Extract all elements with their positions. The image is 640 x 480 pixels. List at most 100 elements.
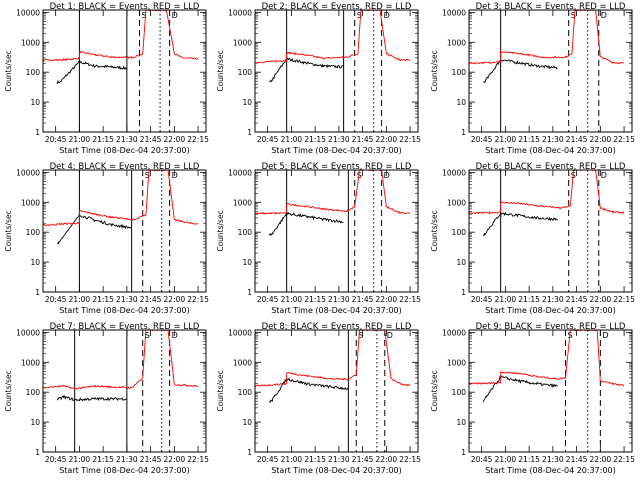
lld-series-line: [468, 169, 625, 215]
x-tick-label: 21:15: [304, 135, 326, 144]
x-axis-label: Start Time (08-Dec-04 20:37:00): [485, 466, 616, 475]
panel-title: Det 2; BLACK = Events, RED = LLD: [262, 2, 412, 12]
plot-frame: [254, 329, 419, 453]
plot-frame: [468, 169, 633, 293]
lld-series-line: [254, 9, 411, 64]
y-tick-label: 1000: [233, 38, 252, 47]
y-tick-label: 10: [30, 418, 40, 427]
marker-label: D: [602, 331, 608, 340]
x-axis-label: Start Time (08-Dec-04 20:37:00): [59, 306, 190, 315]
detector-panel-5: Det 5; BLACK = Events, RED = LLD Counts/s…: [216, 162, 421, 315]
x-axis-label: Start Time (08-Dec-04 20:37:00): [59, 146, 190, 155]
panel-title: Det 6; BLACK = Events, RED = LLD: [476, 162, 626, 172]
detector-panel-8: Det 8; BLACK = Events, RED = LLD Counts/s…: [216, 322, 421, 475]
detector-panel-9: Det 9; BLACK = Events, RED = LLD Counts/s…: [430, 322, 635, 475]
y-tick-label: 10000: [16, 328, 40, 337]
x-tick-label: 22:15: [613, 135, 635, 144]
plot-frame: [254, 9, 419, 133]
y-axis-label: Counts/sec: [216, 210, 225, 251]
y-tick-label: 1: [247, 128, 252, 137]
y-tick-label: 1000: [447, 38, 466, 47]
x-tick-label: 21:45: [140, 295, 162, 304]
y-tick-label: 1: [35, 448, 40, 457]
x-tick-label: 22:00: [590, 295, 612, 304]
marker-label: S: [357, 11, 362, 20]
y-tick-label: 1000: [21, 198, 40, 207]
events-series-line: [268, 211, 344, 237]
x-tick-label: 21:00: [495, 135, 517, 144]
x-tick-label: 20:45: [257, 295, 279, 304]
x-tick-label: 21:45: [566, 455, 588, 464]
x-tick-label: 21:15: [304, 295, 326, 304]
y-tick-label: 1: [35, 288, 40, 297]
marker-label: S: [145, 331, 150, 340]
lld-series-line: [254, 169, 411, 215]
plot-frame: [42, 329, 207, 453]
y-tick-label: 10: [242, 418, 252, 427]
y-tick-label: 10000: [442, 168, 466, 177]
y-axis-label: Counts/sec: [4, 50, 13, 91]
detector-panel-2: Det 2; BLACK = Events, RED = LLD Counts/s…: [216, 2, 421, 155]
plot-frame: [468, 329, 633, 453]
y-tick-label: 1000: [447, 358, 466, 367]
y-tick-label: 10: [242, 98, 252, 107]
x-tick-label: 21:30: [328, 135, 350, 144]
x-tick-label: 21:00: [495, 295, 517, 304]
marker-label: S: [357, 171, 362, 180]
y-tick-label: 1: [461, 448, 466, 457]
x-axis-label: Start Time (08-Dec-04 20:37:00): [271, 146, 402, 155]
y-axis-label: Counts/sec: [430, 370, 439, 411]
x-tick-label: 20:45: [257, 455, 279, 464]
lld-series-line: [468, 9, 625, 65]
marker-label: S: [142, 11, 147, 20]
x-axis-label: Start Time (08-Dec-04 20:37:00): [485, 306, 616, 315]
x-tick-label: 21:45: [352, 455, 374, 464]
x-tick-label: 22:15: [187, 135, 209, 144]
x-tick-label: 21:15: [518, 455, 540, 464]
y-tick-label: 10: [242, 258, 252, 267]
y-axis-label: Counts/sec: [4, 210, 13, 251]
y-tick-label: 10000: [442, 8, 466, 17]
x-tick-label: 21:15: [92, 135, 114, 144]
x-tick-label: 22:15: [399, 295, 421, 304]
x-tick-label: 22:00: [376, 455, 398, 464]
y-tick-label: 100: [452, 68, 467, 77]
panel-title: Det 8; BLACK = Events, RED = LLD: [262, 322, 412, 332]
y-tick-label: 100: [238, 68, 253, 77]
x-tick-label: 21:30: [116, 135, 138, 144]
detector-panel-3: Det 3; BLACK = Events, RED = LLD Counts/s…: [430, 2, 635, 155]
x-tick-label: 21:30: [542, 295, 564, 304]
y-tick-label: 100: [452, 228, 467, 237]
panel-title: Det 7; BLACK = Events, RED = LLD: [50, 322, 200, 332]
x-tick-label: 21:45: [140, 455, 162, 464]
x-tick-label: 22:00: [164, 455, 186, 464]
plot-frame: [254, 169, 419, 293]
y-axis-label: Counts/sec: [216, 370, 225, 411]
y-tick-label: 10: [30, 98, 40, 107]
marker-label: D: [387, 331, 393, 340]
y-tick-label: 100: [238, 388, 253, 397]
y-tick-label: 10000: [228, 328, 252, 337]
x-axis-label: Start Time (08-Dec-04 20:37:00): [485, 146, 616, 155]
detector-panel-7: Det 7; BLACK = Events, RED = LLD Counts/s…: [4, 322, 209, 475]
x-tick-label: 21:45: [566, 295, 588, 304]
x-tick-label: 21:45: [566, 135, 588, 144]
marker-label: D: [601, 171, 607, 180]
marker-label: D: [172, 11, 178, 20]
x-tick-label: 21:30: [328, 455, 350, 464]
events-series-line: [56, 395, 128, 402]
plot-frame: [468, 9, 633, 133]
events-series-line: [482, 375, 558, 403]
y-tick-label: 10000: [228, 8, 252, 17]
y-tick-label: 10000: [228, 168, 252, 177]
y-tick-label: 1: [461, 288, 466, 297]
marker-label: D: [384, 11, 390, 20]
panel-title: Det 5; BLACK = Events, RED = LLD: [262, 162, 412, 172]
marker-label: D: [601, 11, 607, 20]
detector-panel-4: Det 4; BLACK = Events, RED = LLD Counts/s…: [4, 162, 209, 315]
y-tick-label: 1000: [447, 198, 466, 207]
x-tick-label: 22:15: [613, 295, 635, 304]
x-tick-label: 21:00: [69, 295, 91, 304]
events-series-line: [56, 59, 128, 85]
marker-label: S: [358, 331, 363, 340]
